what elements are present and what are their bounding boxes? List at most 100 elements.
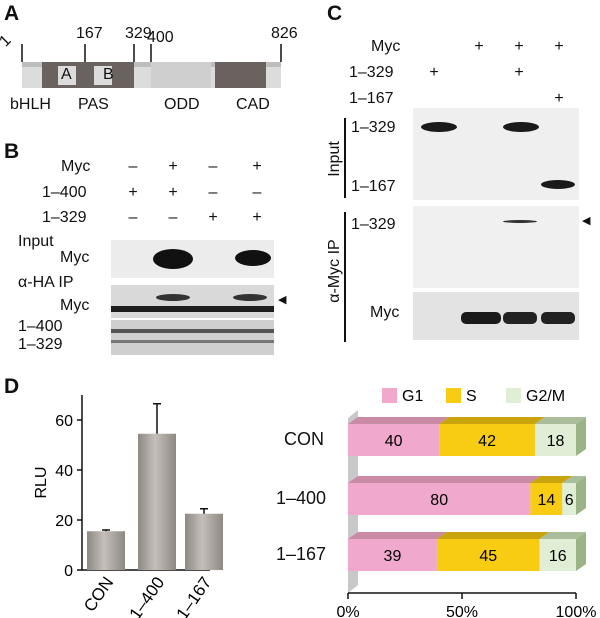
legend-label: G2/M	[526, 388, 565, 405]
c-row-label-1-167: 1–167	[349, 90, 394, 107]
c-ip-arrow: ◀	[582, 215, 591, 227]
cycle-bar-segment	[436, 539, 540, 571]
pas-domain	[42, 62, 134, 88]
c-myc-lane3: +	[514, 38, 524, 55]
cycle-bar-top	[534, 417, 586, 424]
c-input-band-167: 1–167	[351, 178, 396, 195]
c-row-label-1-329: 1–329	[349, 64, 394, 81]
legend-swatch	[506, 388, 521, 403]
panel-c-label: C	[327, 2, 343, 25]
cycle-bar-segment	[530, 483, 563, 515]
c-input-label: Input	[326, 141, 343, 177]
b-ip-blot-lower	[111, 320, 274, 355]
panel-b-label: B	[4, 140, 20, 163]
cycle-value-label: 18	[547, 433, 565, 450]
cycle-bar-segment	[439, 424, 535, 456]
b-ip-arrow: ◀	[278, 294, 287, 306]
b-ip-blot-upper	[111, 285, 274, 318]
b-400-lane2: +	[168, 184, 178, 201]
cycle-bar-side	[576, 417, 586, 456]
b-329-lane2: –	[168, 209, 178, 226]
domain-pas: PAS	[78, 96, 109, 113]
cycle-bar-segment	[534, 424, 576, 456]
legend-swatch	[382, 388, 397, 403]
domain-cad: CAD	[236, 96, 270, 113]
legend-label: G1	[402, 388, 423, 405]
row-label-1-400: 1–400	[42, 184, 87, 201]
rlu-category-label: CON	[80, 573, 117, 615]
b-ip-lower-label-2: 1–329	[18, 336, 63, 353]
c-ip-blot-lower	[413, 292, 579, 340]
cycle-value-label: 80	[430, 492, 448, 509]
c-329-lane3: +	[514, 64, 524, 81]
c-input-blot	[413, 108, 579, 200]
cycle-bar-top	[348, 476, 541, 483]
position-400: 400	[147, 29, 174, 46]
b-myc-lane4: +	[252, 158, 262, 175]
cycle-value-label: 16	[549, 548, 567, 565]
rlu-y-tick-label: 20	[55, 513, 73, 530]
cycle-bar-segment	[348, 539, 437, 571]
b-myc-lane3: –	[208, 158, 218, 175]
odd-domain	[151, 62, 211, 88]
b-input-label: Input	[18, 233, 54, 250]
domain-bhlh: bHLH	[10, 96, 51, 113]
cycle-x-tick-label: 100%	[556, 604, 597, 618]
rlu-bar	[185, 513, 223, 570]
b-input-blot	[111, 240, 274, 278]
rlu-bar	[87, 531, 125, 570]
c-ip-label: α-Myc IP	[326, 239, 343, 303]
rlu-bar	[138, 433, 176, 570]
cycle-bar-side	[576, 476, 586, 515]
cycle-bar-top	[348, 532, 447, 539]
cycle-value-label: 39	[384, 548, 402, 565]
b-input-myc-label: Myc	[60, 249, 90, 266]
domain-letter-a: A	[61, 66, 72, 83]
cycle-bar-segment	[539, 539, 576, 571]
c-ip-myc-label: Myc	[370, 304, 400, 321]
cad-domain	[215, 62, 266, 88]
b-329-lane1: –	[128, 209, 138, 226]
b-329-lane4: +	[252, 209, 262, 226]
row-label-myc: Myc	[61, 158, 91, 175]
domain-diagram	[21, 44, 282, 88]
c-input-bracket	[344, 118, 346, 198]
cycle-bar-top	[539, 532, 586, 539]
domain-letter-b: B	[103, 66, 114, 83]
cycle-value-label: 40	[385, 433, 403, 450]
b-myc-lane1: –	[128, 158, 138, 175]
c-row-label-myc: Myc	[371, 38, 401, 55]
cycle-bar-side	[576, 532, 586, 571]
cycle-value-label: 42	[478, 433, 496, 450]
b-myc-lane2: +	[168, 158, 178, 175]
cycle-category-label: 1–167	[276, 544, 327, 564]
rlu-y-tick-label: 0	[64, 563, 73, 580]
cycle-bar-top	[436, 532, 550, 539]
cycle-value-label: 14	[537, 492, 555, 509]
c-ip-bracket	[344, 212, 346, 342]
rlu-y-tick-label: 40	[55, 463, 73, 480]
c-myc-lane4: +	[554, 38, 564, 55]
c-ip-blot-upper	[413, 206, 579, 288]
cycle-bar-segment	[348, 424, 440, 456]
cycle-bar-segment	[562, 483, 576, 515]
legend-label: S	[466, 388, 477, 405]
b-ip-label: α-HA IP	[18, 274, 74, 291]
c-myc-lane2: +	[474, 38, 484, 55]
b-400-lane1: +	[128, 184, 138, 201]
cycle-bar-top	[348, 417, 450, 424]
cycle-x-tick-label: 0%	[336, 604, 359, 618]
cycle-value-label: 6	[565, 492, 574, 509]
rlu-y-axis-label: RLU	[33, 466, 50, 498]
cycle-bar-top	[530, 476, 573, 483]
b-ip-myc-label: Myc	[60, 297, 90, 314]
position-826: 826	[271, 25, 298, 42]
cycle-category-label: 1–400	[276, 488, 327, 508]
cycle-bar-top	[439, 417, 545, 424]
row-label-1-329: 1–329	[42, 209, 87, 226]
rlu-category-label: 1–167	[173, 573, 216, 618]
rlu-bar-chart: 0 20 40 60 RLU CON 1–400 1–167	[33, 395, 223, 618]
panel-d-label: D	[4, 375, 20, 398]
legend-swatch	[446, 388, 461, 403]
cycle-category-label: CON	[284, 429, 324, 449]
